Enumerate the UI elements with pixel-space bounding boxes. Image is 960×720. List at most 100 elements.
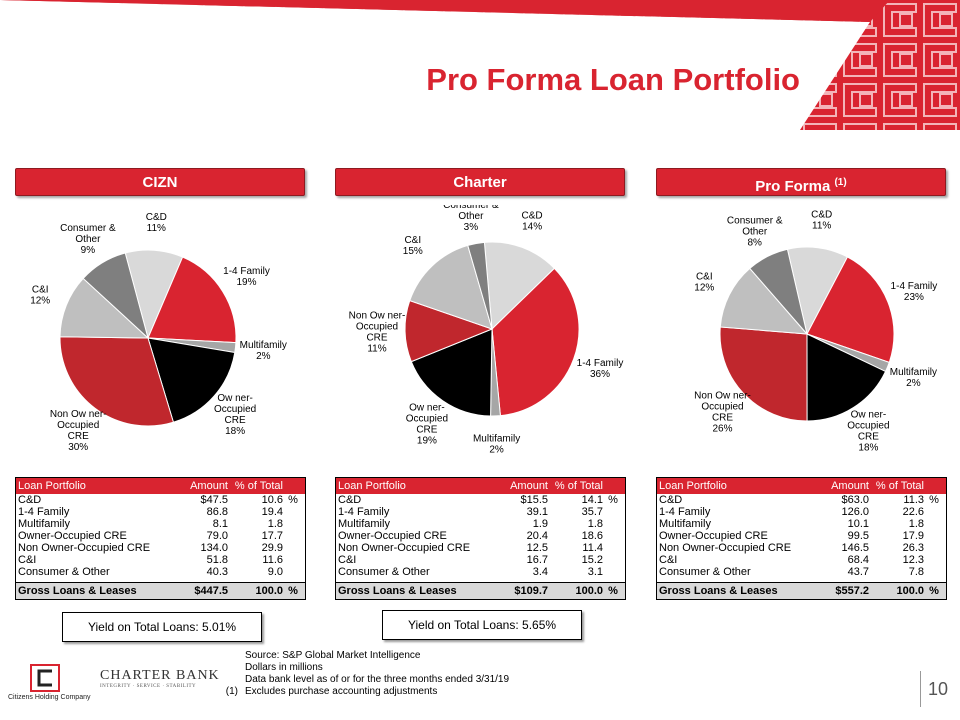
row-label: Owner-Occupied CRE — [338, 530, 447, 542]
table-header-cell — [283, 478, 303, 494]
pie-slice — [59, 277, 150, 339]
row-amount: 86.8 — [206, 506, 228, 518]
row-unit — [283, 554, 303, 566]
row-label: Multifamily — [338, 518, 390, 530]
row-percent: 29.9 — [261, 542, 283, 554]
row-label: Owner-Occupied CRE — [18, 530, 127, 542]
table-row: 1-4 Family 39.1 35.7 — [336, 506, 625, 518]
yield-box-charter: Yield on Total Loans: 5.65% — [382, 610, 582, 640]
row-amount: 10.1 — [847, 518, 869, 530]
pie-slice-label: 1-4 Family 36% — [577, 358, 624, 380]
pie-slice-label: Ow ner-Occupied CRE 19% — [406, 402, 448, 446]
pie-slice-label: Consumer & Other 8% — [727, 216, 783, 249]
row-amount: 68.4 — [847, 554, 869, 566]
charter-bank-logo: CHARTER BANK INTEGRITY · SERVICE · STABI… — [100, 668, 220, 698]
row-percent: 14.1 — [581, 494, 603, 506]
row-unit: % — [608, 494, 618, 506]
footnote: Data bank level as of or for the three m… — [245, 674, 510, 685]
table-row: Non Owner-Occupied CRE 134.0 29.9 — [16, 542, 305, 554]
row-amount: 16.7 — [526, 554, 548, 566]
section-header-footnote-marker: (1) — [834, 177, 847, 188]
table-header-cell — [603, 478, 623, 494]
section-header-pro-forma: Pro Forma (1) — [656, 168, 946, 196]
row-percent: 11.4 — [582, 542, 603, 554]
pie-slice — [147, 256, 237, 344]
row-label: Owner-Occupied CRE — [659, 530, 768, 542]
row-percent: 35.7 — [581, 506, 603, 518]
pie-slice-label: Multifamily 2% — [473, 433, 520, 455]
pie-charts: C&D 11%1-4 Family 19%Multifamily 2%Ow ner-O… — [30, 205, 937, 455]
total-label: Gross Loans & Leases — [338, 585, 457, 597]
yield-box-cizn: Yield on Total Loans: 5.01% — [62, 612, 262, 642]
row-amount: 134.0 — [200, 542, 228, 554]
section-header-label: Pro Forma — [755, 178, 831, 195]
pie-slice-label: Multifamily 2% — [890, 367, 937, 389]
row-amount: $63.0 — [841, 494, 869, 506]
row-unit — [283, 518, 303, 530]
pie-slice-label: C&D 11% — [146, 212, 167, 234]
pie-slice — [409, 244, 493, 330]
pie-slice — [410, 328, 493, 417]
pie-chart-charter: C&D 14% 1-4 Family 36% Multifamily 2% Ow ner-O… — [349, 205, 624, 455]
table-row: Consumer & Other 40.3 9.0 — [16, 566, 305, 578]
charter-bank-logo-text: CHARTER BANK — [100, 668, 220, 683]
row-label: Non Owner-Occupied CRE — [659, 542, 792, 554]
table-row: Non Owner-Occupied CRE 12.5 11.4 — [336, 542, 625, 554]
row-percent: 3.1 — [587, 566, 603, 578]
table-header-row: Loan Portfolio Amount % of Total — [16, 478, 305, 494]
section-header-charter: Charter — [335, 168, 625, 196]
row-label: C&I — [338, 554, 357, 566]
table-header-cell: % of Total — [554, 480, 603, 492]
row-label: 1-4 Family — [659, 506, 711, 518]
row-unit — [603, 542, 623, 554]
pie-slice — [719, 267, 809, 335]
total-unit: % — [929, 585, 939, 597]
header-band — [0, 0, 960, 130]
table-row: 1-4 Family 126.0 22.6 — [657, 506, 946, 518]
row-label: C&D — [18, 494, 42, 506]
row-unit — [603, 554, 623, 566]
row-amount: 20.4 — [526, 530, 548, 542]
table-header-row: Loan Portfolio Amount % of Total — [657, 478, 946, 494]
section-header-label: Charter — [453, 174, 507, 191]
table-row: C&I 51.8 11.6 — [16, 554, 305, 566]
row-percent: 10.6 — [261, 494, 283, 506]
table-row: C&D $15.5 14.1% — [336, 494, 625, 506]
table-header-cell: Amount — [510, 480, 548, 492]
row-percent: 19.4 — [261, 506, 283, 518]
row-unit: % — [929, 494, 939, 506]
table-row: Owner-Occupied CRE 20.4 18.6 — [336, 530, 625, 542]
row-label: C&I — [18, 554, 37, 566]
row-percent: 15.2 — [581, 554, 603, 566]
total-percent: 100.0 — [575, 585, 603, 597]
row-percent: 18.6 — [581, 530, 603, 542]
row-unit — [924, 554, 944, 566]
footnote: Source: S&P Global Market Intelligence — [245, 650, 421, 661]
pie-slice-label: Consumer & Other 3% — [443, 205, 499, 233]
charter-bank-tagline: INTEGRITY · SERVICE · STABILITY — [100, 684, 197, 689]
table-row: C&I 16.7 15.2 — [336, 554, 625, 566]
row-percent: 12.3 — [902, 554, 924, 566]
citizens-logo-icon — [30, 664, 60, 692]
pie-slice-label: C&I 12% — [694, 272, 714, 294]
row-amount: 43.7 — [847, 566, 869, 578]
pie-slice-label: Non Ow ner-Occupied CRE 30% — [50, 409, 107, 453]
row-amount: 39.1 — [526, 506, 548, 518]
table-row: C&I 68.4 12.3 — [657, 554, 946, 566]
pie-slice — [467, 241, 493, 330]
row-label: Non Owner-Occupied CRE — [338, 542, 471, 554]
total-label: Gross Loans & Leases — [659, 585, 778, 597]
pie-slice-label: Ow ner-Occupied CRE 18% — [214, 393, 256, 437]
table-header-cell — [924, 478, 944, 494]
row-percent: 11.6 — [262, 554, 283, 566]
page-title: Pro Forma Loan Portfolio — [426, 62, 800, 97]
table-row: Owner-Occupied CRE 79.0 17.7 — [16, 530, 305, 542]
row-percent: 1.8 — [908, 518, 924, 530]
row-percent: 26.3 — [902, 542, 924, 554]
table-header-cell: Loan Portfolio — [18, 480, 86, 492]
pie-slice — [719, 326, 808, 422]
row-amount: 79.0 — [206, 530, 228, 542]
pie-slice-label: Non Ow ner-Occupied CRE 11% — [349, 311, 406, 355]
pie-slice-label: C&D 14% — [522, 211, 543, 233]
pie-slice — [404, 299, 494, 363]
